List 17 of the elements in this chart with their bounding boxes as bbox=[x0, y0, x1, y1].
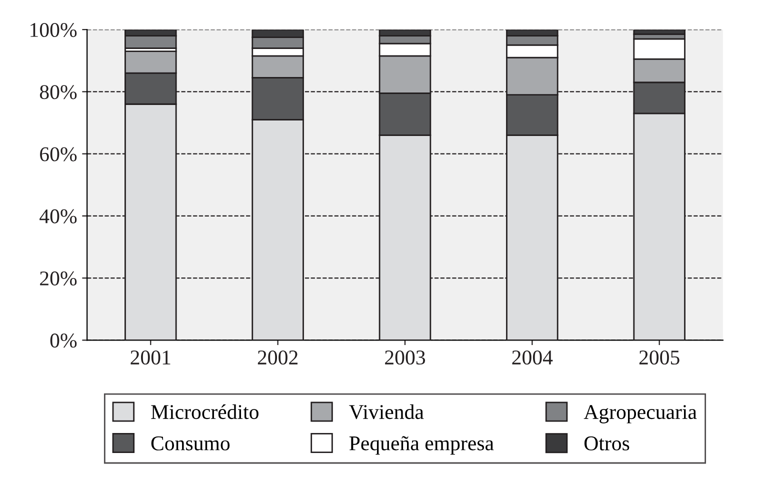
x-tick-label: 2002 bbox=[258, 350, 298, 365]
legend-label: Agropecuaria bbox=[584, 405, 697, 424]
y-tick-label: 100% bbox=[30, 22, 77, 38]
x-tick-label: 2005 bbox=[639, 350, 680, 365]
legend-label: Otros bbox=[584, 436, 630, 450]
legend-label: Vivienda bbox=[349, 404, 424, 420]
y-tick-label: 80% bbox=[40, 85, 77, 100]
x-tick-label: 2001 bbox=[130, 350, 170, 365]
legend-label: Pequeña empresa bbox=[349, 436, 494, 455]
legend-label: Microcrédito bbox=[151, 404, 258, 420]
y-tick-label: 40% bbox=[40, 209, 77, 224]
x-tick-label: 2003 bbox=[385, 350, 426, 365]
y-tick-label: 60% bbox=[40, 147, 77, 162]
x-tick-label: 2004 bbox=[512, 350, 553, 365]
legend-label: Consumo bbox=[151, 436, 230, 450]
y-tick-label: 0% bbox=[50, 334, 77, 348]
y-tick-label: 20% bbox=[40, 271, 77, 286]
